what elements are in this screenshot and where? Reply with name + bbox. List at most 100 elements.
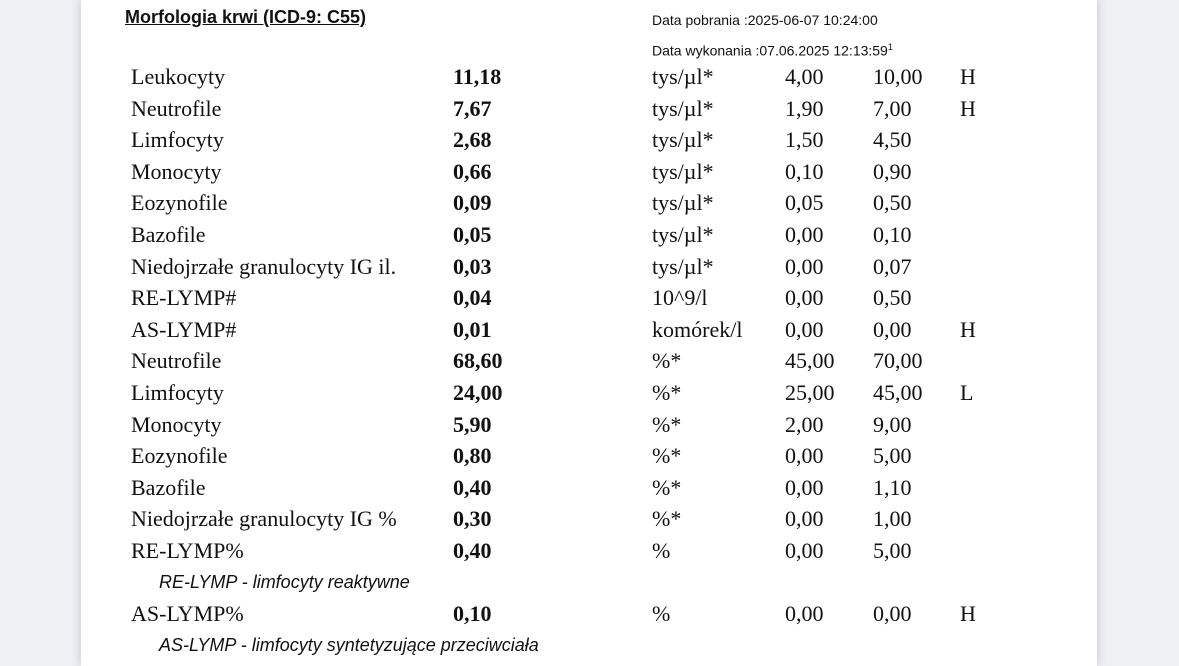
range-low: 0,00 [785,443,824,469]
result-name: AS-LYMP% [131,601,244,627]
result-name: Eozynofile [131,190,228,216]
range-high: 4,50 [873,127,912,153]
result-row: Bazofile 0,05 tys/µl* 0,00 0,10 [81,219,1097,251]
result-row: AS-LYMP% 0,10% 0,00 0,00 H [81,598,1097,630]
range-low: 2,00 [785,411,824,437]
range-low: 0,00 [785,316,824,342]
result-row: Niedojrzałe granulocyty IG il. 0,03 tys/µl… [81,251,1097,283]
result-flag: H [960,316,976,342]
document-page: Morfologia krwi (ICD-9: C55) Data pobran… [81,0,1097,666]
range-low: 0,00 [785,601,824,627]
result-flag: H [960,95,976,121]
range-low: 0,00 [785,506,824,532]
result-unit: % [652,537,671,563]
result-name: Monocyty [131,158,222,184]
result-value: 0,04 [453,285,492,311]
result-row: Monocyty 0,66 tys/µl* 0,10 0,90 [81,156,1097,188]
result-unit: komórek/l [652,316,743,342]
result-value: 0,66 [453,158,492,184]
result-unit: %* [652,411,682,437]
range-low: 1,50 [785,127,824,153]
range-high: 0,90 [873,158,912,184]
range-high: 7,00 [873,95,912,121]
result-row: Niedojrzałe granulocyty IG % 0,30 %* 0,00 1,… [81,503,1097,535]
result-name: Limfocyty [131,127,224,153]
result-value: 0,80 [453,443,492,469]
result-name: Eozynofile [131,443,228,469]
result-unit: %* [652,379,682,405]
result-name: RE-LYMP% [131,537,244,563]
result-unit: tys/µl* [652,64,714,89]
result-row: Eozynofile 0,80 %* 0,00 5,00 [81,440,1097,472]
result-row: AS-LYMP# 0,01 komórek/l 0,00 0,00 H [81,314,1097,346]
result-unit: tys/µl* [652,221,714,247]
range-low: 0,00 [785,537,824,563]
result-row: Leukocyty 11,18 tys/µl* 4,00 10,00 H [81,61,1097,93]
result-flag: L [960,379,974,405]
range-low: 25,00 [785,379,835,405]
results-table: Leukocyty 11,18 tys/µl* 4,00 10,00 H Neutrofil… [81,61,1097,661]
result-name: RE-LYMP# [131,285,237,311]
result-row: Limfocyty 24,00 %* 25,00 45,00 L [81,377,1097,409]
range-high: 70,00 [873,348,923,374]
result-unit: tys/µl* [652,253,714,279]
result-unit: %* [652,474,682,500]
collection-date: Data pobrania :2025-06-07 10:24:00 [652,12,878,28]
result-unit: %* [652,443,682,469]
execution-date-superscript: 1 [887,42,893,52]
result-row: Neutrofile 68,60 %* 45,00 70,00 [81,345,1097,377]
result-unit: tys/µl* [652,127,714,153]
result-value: 2,68 [453,127,492,153]
result-row: Eozynofile 0,09 tys/µl* 0,05 0,50 [81,187,1097,219]
range-low: 0,00 [785,221,824,247]
result-unit: 10^9/l [652,285,708,311]
result-note: AS-LYMP - limfocyty syntetyzujące przeci… [159,634,539,655]
range-high: 9,00 [873,411,912,437]
range-high: 10,00 [873,64,923,89]
result-note: RE-LYMP - limfocyty reaktywne [159,571,410,592]
result-value: 7,67 [453,95,492,121]
result-name: Bazofile [131,474,206,500]
result-unit: tys/µl* [652,190,714,216]
result-value: 5,90 [453,411,492,437]
result-value: 0,03 [453,253,492,279]
result-row: Bazofile 0,40 %* 0,00 1,10 [81,472,1097,504]
result-value: 0,01 [453,316,492,342]
result-name: Monocyty [131,411,222,437]
result-name: Limfocyty [131,379,224,405]
result-row: Neutrofile 7,67 tys/µl* 1,90 7,00 H [81,93,1097,125]
range-high: 5,00 [873,537,912,563]
range-high: 1,00 [873,506,912,532]
range-high: 0,10 [873,221,912,247]
range-low: 4,00 [785,64,824,89]
range-low: 0,00 [785,253,824,279]
result-value: 0,10 [453,601,492,627]
result-name: Niedojrzałe granulocyty IG % [131,506,397,532]
result-value: 0,09 [453,190,492,216]
result-row: Monocyty 5,90 %* 2,00 9,00 [81,409,1097,441]
result-name: Bazofile [131,221,206,247]
result-row: RE-LYMP% 0,40% 0,00 5,00 [81,535,1097,567]
result-value: 68,60 [453,348,503,374]
result-value: 0,40 [453,537,492,563]
result-name: Niedojrzałe granulocyty IG il. [131,253,397,279]
result-row: RE-LYMP# 0,04 10^9/l 0,00 0,50 [81,282,1097,314]
result-value: 24,00 [453,379,503,405]
range-high: 0,50 [873,190,912,216]
range-high: 5,00 [873,443,912,469]
range-low: 0,00 [785,474,824,500]
result-unit: % [652,601,671,627]
result-value: 0,40 [453,474,492,500]
result-unit: %* [652,348,682,374]
range-low: 1,90 [785,95,824,121]
range-high: 0,50 [873,285,912,311]
result-unit: tys/µl* [652,95,714,121]
range-low: 45,00 [785,348,835,374]
result-unit: %* [652,506,682,532]
range-high: 0,07 [873,253,912,279]
report-title: Morfologia krwi (ICD-9: C55) [125,7,367,27]
range-high: 1,10 [873,474,912,500]
range-high: 0,00 [873,601,912,627]
result-row: Limfocyty 2,68 tys/µl* 1,50 4,50 [81,124,1097,156]
